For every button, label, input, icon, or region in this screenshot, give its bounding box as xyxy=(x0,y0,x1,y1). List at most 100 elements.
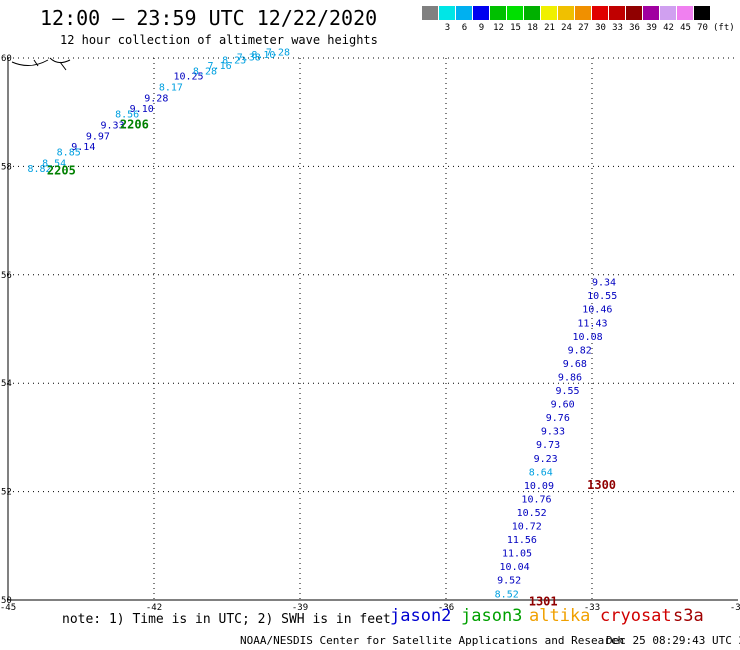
x-tick-label: -42 xyxy=(146,603,162,613)
swh-value-label: 8.52 xyxy=(495,589,519,600)
scale-label: 15 xyxy=(510,23,521,33)
swh-value-label: 10.04 xyxy=(500,562,530,573)
y-tick-label: 58 xyxy=(1,162,12,172)
time-label: 2205 xyxy=(47,164,76,178)
legend-jason3: jason3 xyxy=(461,606,523,626)
swh-value-label: 8.28 xyxy=(193,66,217,77)
y-tick-label: 56 xyxy=(1,271,12,281)
swh-value-label: 8.56 xyxy=(115,110,139,121)
swh-value-label: 8.85 xyxy=(57,148,81,159)
legend-s3a: s3a xyxy=(673,606,704,626)
swh-value-label: 11.56 xyxy=(507,535,537,546)
scale-swatch xyxy=(643,6,659,20)
scale-swatch xyxy=(456,6,472,20)
swh-value-label: 7.28 xyxy=(266,47,290,58)
swh-value-label: 9.60 xyxy=(551,400,575,411)
swh-value-label: 10.52 xyxy=(517,508,547,519)
scale-swatch xyxy=(575,6,591,20)
swh-value-label: 10.76 xyxy=(521,494,551,505)
swh-value-label: 8.17 xyxy=(159,83,183,94)
time-label: 1300 xyxy=(587,478,616,492)
scale-label: 27 xyxy=(578,23,589,33)
swh-value-label: 9.14 xyxy=(71,142,95,153)
swh-value-label: 9.33 xyxy=(100,120,124,131)
x-tick-label: -45 xyxy=(0,603,16,613)
scale-swatch xyxy=(422,6,438,20)
swh-value-label: 9.97 xyxy=(86,131,110,142)
scale-swatch xyxy=(660,6,676,20)
footer-timestamp: Dec 25 08:29:43 UTC 2020 xyxy=(606,634,740,647)
scale-label: 12 xyxy=(493,23,504,33)
scale-label: 42 xyxy=(663,23,674,33)
swh-value-label: 9.76 xyxy=(546,413,570,424)
scale-label: 33 xyxy=(612,23,623,33)
scale-label: 45 xyxy=(680,23,691,33)
scale-swatch xyxy=(626,6,642,20)
swh-value-label: 8.54 xyxy=(42,158,66,169)
x-tick-label: -30 xyxy=(730,603,740,613)
swh-value-label: 9.52 xyxy=(497,576,521,587)
swh-value-label: 9.28 xyxy=(144,93,168,104)
scale-swatch xyxy=(439,6,455,20)
scale-swatch xyxy=(524,6,540,20)
swh-value-label: 9.10 xyxy=(130,104,154,115)
scale-label: 30 xyxy=(595,23,606,33)
swh-value-label: 7.16 xyxy=(208,61,232,72)
time-label: 1301 xyxy=(529,594,558,608)
swh-value-label: 9.82 xyxy=(568,345,592,356)
swh-value-label: 9.86 xyxy=(558,372,582,383)
scale-swatch xyxy=(592,6,608,20)
swh-value-label: 11.05 xyxy=(502,549,532,560)
scale-swatch xyxy=(694,6,710,20)
scale-swatch xyxy=(507,6,523,20)
swh-value-label: 9.73 xyxy=(536,440,560,451)
chart-subtitle: 12 hour collection of altimeter wave hei… xyxy=(60,33,378,47)
y-tick-label: 52 xyxy=(1,488,12,498)
swh-value-label: 9.68 xyxy=(563,359,587,370)
swh-value-label: 10.46 xyxy=(582,305,612,316)
swh-value-label: 9.34 xyxy=(592,278,616,289)
legend-altika: altika xyxy=(529,606,591,626)
scale-label: 3 xyxy=(444,23,451,33)
swh-value-label: 10.25 xyxy=(173,72,203,83)
scale-swatch xyxy=(541,6,557,20)
swh-value-label: 8.23 xyxy=(222,55,246,66)
scale-label: 9 xyxy=(478,23,485,33)
swh-value-label: 8.64 xyxy=(529,467,553,478)
x-tick-label: -36 xyxy=(438,603,454,613)
scale-label: 39 xyxy=(646,23,657,33)
legend-note: note: 1) Time is in UTC; 2) SWH is in fe… xyxy=(62,612,391,627)
scale-label: 36 xyxy=(629,23,640,33)
legend-cryosat: cryosat xyxy=(600,606,672,626)
swh-value-label: 8.82 xyxy=(27,164,51,175)
scale-label: 24 xyxy=(561,23,572,33)
scale-swatch xyxy=(558,6,574,20)
legend-jason2: jason2 xyxy=(390,606,452,626)
swh-value-label: 9.23 xyxy=(534,454,558,465)
scale-swatch xyxy=(609,6,625,20)
swh-value-label: 8.10 xyxy=(251,50,275,61)
time-label: 2206 xyxy=(120,117,149,131)
swh-value-label: 10.55 xyxy=(587,291,617,302)
swh-value-label: 10.09 xyxy=(524,481,554,492)
x-tick-label: -33 xyxy=(584,603,600,613)
scale-label: 21 xyxy=(544,23,555,33)
scale-unit: (ft) xyxy=(713,23,735,33)
scale-label: 6 xyxy=(461,23,468,33)
scale-label: 70 xyxy=(697,23,708,33)
y-tick-label: 50 xyxy=(1,596,12,606)
scale-swatch xyxy=(677,6,693,20)
y-tick-label: 54 xyxy=(1,379,12,389)
swh-value-label: 11.43 xyxy=(577,318,607,329)
swh-value-label: 9.33 xyxy=(541,427,565,438)
scale-swatch xyxy=(490,6,506,20)
footer-credit: NOAA/NESDIS Center for Satellite Applica… xyxy=(240,634,625,647)
swh-value-label: 10.72 xyxy=(512,522,542,533)
coastline xyxy=(11,57,71,71)
swh-value-label: 9.55 xyxy=(556,386,580,397)
y-tick-label: 60 xyxy=(1,54,12,64)
chart-title: 12:00 – 23:59 UTC 12/22/2020 xyxy=(40,6,378,30)
swh-value-label: 10.08 xyxy=(573,332,603,343)
swh-value-label: 7.38 xyxy=(237,53,261,64)
